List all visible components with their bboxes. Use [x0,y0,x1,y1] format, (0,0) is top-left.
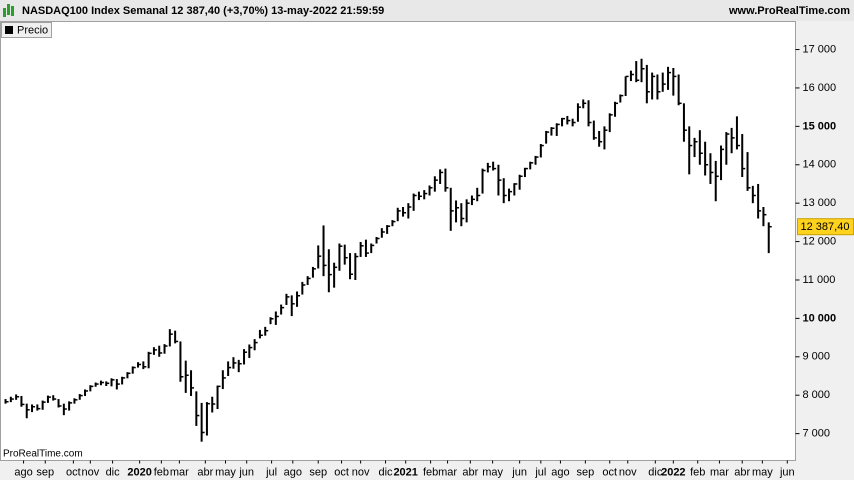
y-tick-label: 16 000 [803,82,837,94]
x-tick-label: 2021 [393,466,417,478]
x-tick-label: jul [265,466,277,478]
x-tick-label: ago [284,466,302,478]
x-tick-label: 2022 [661,466,685,478]
x-tick-label: jul [534,466,546,478]
x-tick-label: mar [170,466,189,478]
x-tick-label: jun [238,466,254,478]
chart-title: NASDAQ100 Index Semanal 12 387,40 (+3,70… [22,5,384,17]
x-tick-label: mar [438,466,457,478]
source: www.ProRealTime.com [728,5,850,17]
legend[interactable]: Precio [1,22,52,38]
x-tick-label: sep [36,466,54,478]
x-tick-label: dic [648,466,663,478]
y-tick-label: 9 000 [803,351,831,363]
y-tick-label: 14 000 [803,159,837,171]
plot-area [0,21,796,461]
x-tick-label: feb [690,466,705,478]
x-tick-label: ago [551,466,569,478]
x-tick-label: nov [81,466,99,478]
x-tick-label: 2020 [127,466,151,478]
x-tick-label: abr [197,466,213,478]
x-tick-label: abr [462,466,478,478]
x-tick-label: nov [352,466,370,478]
x-tick-label: feb [423,466,438,478]
legend-label[interactable]: Precio [17,24,48,36]
x-tick-label: sep [576,466,594,478]
x-tick-label: mar [710,466,729,478]
y-tick-label: 11 000 [803,274,836,286]
x-tick-label: ago [14,466,32,478]
x-tick-label: dic [379,466,394,478]
watermark: ProRealTime.com [3,449,83,460]
last-price-label: 12 387,40 [801,221,850,233]
x-tick-label: oct [334,466,349,478]
y-tick-label: 17 000 [803,43,837,55]
x-tick-label: may [752,466,773,478]
x-tick-label: abr [734,466,750,478]
y-tick-label: 12 000 [803,235,837,247]
legend-box[interactable] [1,22,52,38]
legend-swatch [5,26,13,34]
x-tick-label: jun [511,466,527,478]
x-tick-label: sep [309,466,327,478]
y-tick-label: 8 000 [803,389,831,401]
x-tick-label: dic [106,466,121,478]
price-bars [4,58,772,442]
y-tick-label: 15 000 [803,120,837,132]
header-bar [0,0,854,21]
app-icon [3,4,14,17]
x-tick-label: nov [619,466,637,478]
y-tick-label: 13 000 [803,197,837,209]
x-tick-label: jun [779,466,795,478]
y-tick-label: 10 000 [803,312,837,324]
x-tick-label: oct [66,466,81,478]
x-tick-label: may [482,466,503,478]
x-tick-label: may [215,466,236,478]
y-tick-label: 7 000 [803,428,831,440]
x-tick-label: feb [154,466,169,478]
x-tick-label: oct [602,466,617,478]
